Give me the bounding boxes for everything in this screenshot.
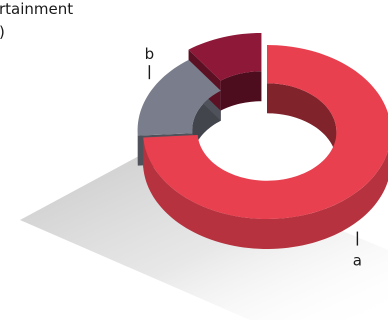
slice-3-top — [188, 32, 262, 81]
slice-3-inner-wall-0 — [220, 71, 262, 111]
slice-b-top — [137, 59, 221, 136]
slice-label-b: b — [145, 45, 155, 63]
slice-label-a: a — [353, 252, 362, 270]
slice-a-top — [143, 45, 388, 219]
slice-a-outer-wall-0 — [143, 137, 388, 249]
slice-a-inner-wall-0 — [267, 83, 337, 162]
chart-title-line-2: ) — [0, 23, 5, 41]
chart-title-line-1: rtainment — [0, 0, 74, 18]
